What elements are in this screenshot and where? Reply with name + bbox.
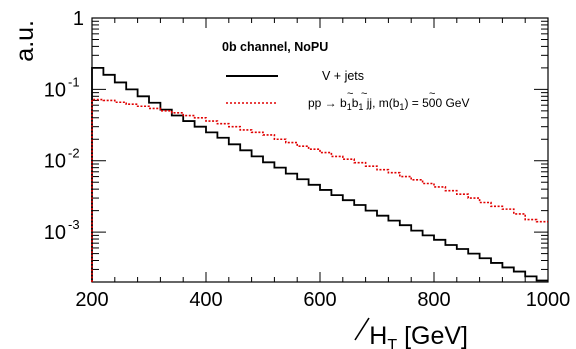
legend: V + jets pp → b1b1 jj, m(b1) = 500 GeV ~… (226, 69, 469, 112)
x-tick-label: 200 (75, 289, 108, 311)
y-tick-label: 10 (44, 151, 66, 173)
y-tick-exponent: -1 (68, 74, 80, 89)
x-axis-label-main: H (369, 322, 387, 349)
legend-tilde-2: ~ (361, 88, 367, 100)
y-axis-label: a.u. (11, 20, 39, 62)
series-signal-histogram (91, 98, 548, 282)
y-tick-label: 10 (44, 222, 66, 244)
series-layer (91, 66, 548, 282)
legend-label-signal: pp → b1b1 jj, m(b1) = 500 GeV (308, 96, 469, 112)
x-axis-label-unit: [GeV] (397, 322, 468, 349)
x-tick-label: 1000 (526, 289, 571, 311)
x-tick-label: 400 (189, 289, 222, 311)
x-axis-ticks: 200 400 600 800 1000 (75, 18, 570, 311)
y-tick-label: 10 (44, 79, 66, 101)
chart-annotation: 0b channel, NoPU (222, 40, 328, 54)
y-tick-exponent: -3 (68, 217, 80, 232)
x-tick-label: 800 (417, 289, 450, 311)
y-tick-label: 1 (73, 8, 84, 30)
series-vjets-histogram (91, 66, 548, 282)
legend-tilde-3: ~ (429, 88, 435, 100)
legend-label-vjets: V + jets (322, 69, 364, 83)
legend-tilde-1: ~ (347, 88, 353, 100)
x-tick-label: 600 (303, 289, 336, 311)
y-tick-exponent: -2 (68, 146, 80, 161)
x-axis-label: HT [GeV] (354, 317, 468, 349)
x-axis-label-sub: T (387, 337, 397, 349)
svg-text:HT [GeV]: HT [GeV] (369, 322, 468, 349)
x-axis-label-slash (354, 317, 370, 341)
y-axis-ticks: 10 -310 -210 -11 (44, 8, 548, 283)
